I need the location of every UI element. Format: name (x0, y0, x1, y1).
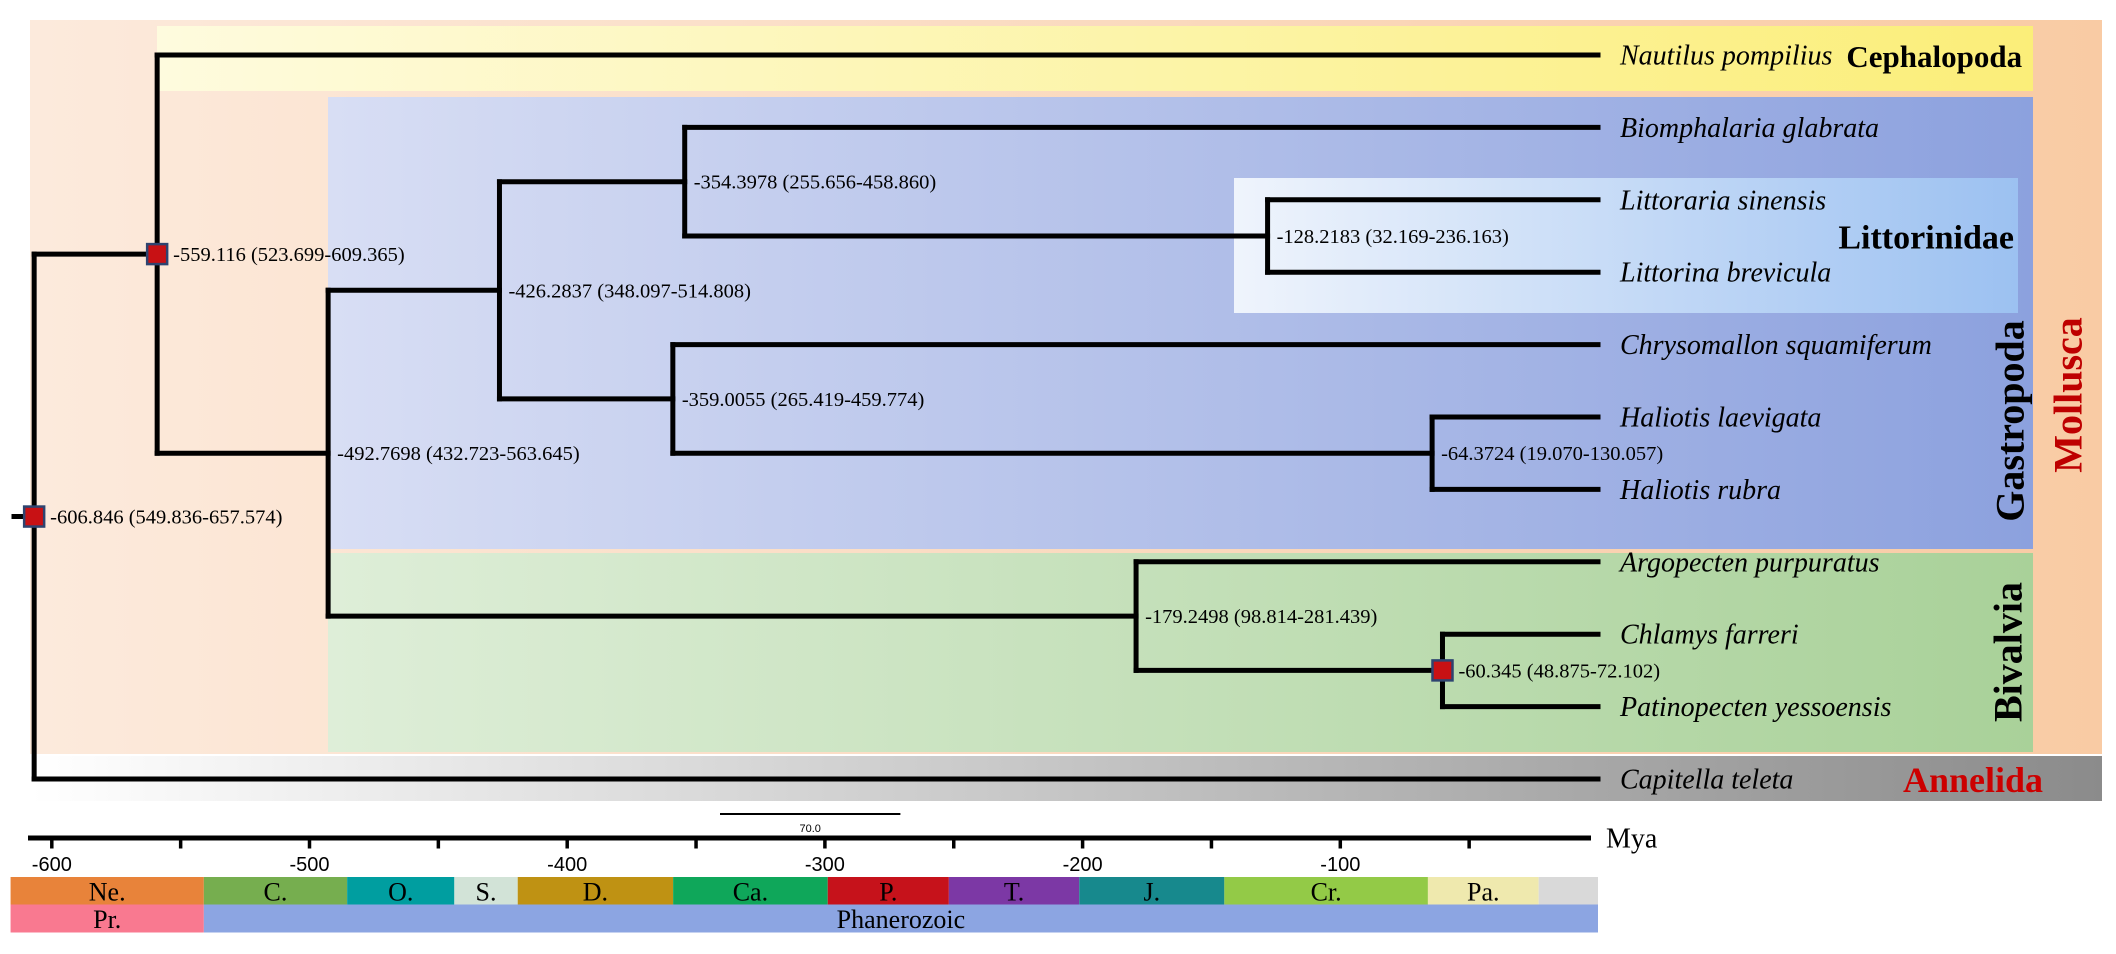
node-age-label: -60.345 (48.875-72.102) (1458, 660, 1660, 682)
calibration-node-marker (1431, 659, 1454, 682)
axis-tick-label: -100 (1320, 854, 1360, 876)
geo-period-band-pa (1427, 877, 1539, 905)
clade-label-gastropoda: Gastropoda (1988, 320, 2033, 522)
geo-period-band-c (203, 877, 348, 905)
geo-period-label: Ne. (89, 877, 126, 906)
clade-label-mollusca: Mollusca (2046, 317, 2091, 473)
node-age-label: -64.3724 (19.070-130.057) (1441, 443, 1663, 465)
geo-period-label: Cr. (1311, 877, 1342, 906)
tip-species-label: Biomphalaria glabrata (1620, 113, 1879, 144)
geo-period-label: D. (583, 877, 608, 906)
tip-species-label: Haliotis rubra (1619, 475, 1781, 506)
geo-period-band-j (1079, 877, 1225, 905)
scale-bar-label: 70.0 (799, 823, 820, 835)
tip-species-label: Chlamys farreri (1620, 620, 1799, 651)
clade-band-cephalopoda (157, 26, 2033, 91)
clade-band-bivalvia (328, 553, 2033, 752)
geo-timescale: Ne. C. O. S. D. Ca. P. T. J. Cr. Pa. Pr. Phanerozoic (10, 877, 1598, 934)
geo-period-band-ne (10, 877, 204, 905)
geo-era-band-phanerozoic (203, 904, 1598, 933)
geo-period-band-t (948, 877, 1080, 905)
clade-label-bivalvia: Bivalvia (1986, 582, 2031, 722)
clade-label-littorinidae: Littorinidae (1838, 220, 2014, 257)
node-age-label: -354.3978 (255.656-458.860) (694, 172, 937, 194)
node-age-label: -606.846 (549.836-657.574) (50, 507, 282, 529)
axis-tick-label: -600 (32, 854, 72, 876)
geo-period-band-o (347, 877, 455, 905)
tip-labels-layer: Nautilus pompilius Cephalopoda Biomphalari… (1618, 39, 2043, 801)
geo-period-band-s (454, 877, 518, 905)
axis-tick-label: -200 (1063, 854, 1103, 876)
node-labels-layer: -128.2183 (32.169-236.163) -354.3978 (255… (50, 172, 1663, 683)
tip-species-label: Argopecten purpuratus (1618, 547, 1880, 578)
tip-species-label: Littoraria sinensis (1619, 185, 1826, 216)
inline-clade-label-annelida: Annelida (1903, 760, 2043, 800)
tip-species-label: Chrysomallon squamiferum (1620, 330, 1932, 361)
geo-period-band-d (517, 877, 674, 905)
node-age-label: -128.2183 (32.169-236.163) (1277, 226, 1509, 248)
axis-tick-label: -400 (547, 854, 587, 876)
geo-period-band (1538, 877, 1598, 905)
geo-period-label: J. (1143, 877, 1160, 906)
axis-tick-label: -500 (289, 854, 329, 876)
geo-period-band-ca (673, 877, 828, 905)
geo-period-label: C. (264, 877, 288, 906)
axis-tick-label: -300 (805, 854, 845, 876)
geo-period-label: O. (388, 877, 413, 906)
tip-species-label: Littorina brevicula (1619, 258, 1831, 289)
clade-labels-layer: Mollusca Gastropoda Littorinidae Bivalvia (1838, 220, 2090, 723)
geo-period-label: P. (879, 877, 897, 906)
geo-era-label: Phanerozoic (837, 905, 966, 934)
geo-period-band-p (827, 877, 949, 905)
node-age-label: -179.2498 (98.814-281.439) (1145, 606, 1377, 628)
geo-era-band-pr (10, 904, 204, 933)
geo-era-label: Pr. (93, 905, 121, 934)
node-age-label: -492.7698 (432.723-563.645) (337, 443, 580, 465)
node-age-label: -426.2837 (348.097-514.808) (508, 280, 751, 302)
node-age-label: -559.116 (523.699-609.365) (173, 244, 405, 266)
geo-period-label: S. (476, 877, 497, 906)
tree-branches-layer (11, 52, 1601, 782)
tip-species-label: Haliotis laevigata (1619, 403, 1821, 434)
calibration-node-marker (22, 505, 46, 528)
clade-bands-layer (30, 20, 2102, 801)
tip-species-label: Nautilus pompilius Cephalopoda (1619, 39, 2023, 74)
geo-period-label: Pa. (1467, 877, 1500, 906)
geo-period-label: Ca. (733, 877, 768, 906)
node-age-label: -359.0055 (265.419-459.774) (682, 389, 925, 411)
axis-unit-label: Mya (1606, 824, 1658, 855)
calibration-node-marker (145, 242, 169, 266)
tip-species-label: Capitella teleta (1620, 765, 1793, 796)
geo-period-label: T. (1004, 877, 1024, 906)
calibration-markers-layer (22, 242, 1454, 682)
scale-bar: 70.0 (720, 813, 901, 835)
clade-band-gastropoda (328, 97, 2033, 549)
tip-species-label: Patinopecten yessoensis (1619, 692, 1891, 723)
inline-clade-label-cephalopoda: Cephalopoda (1846, 39, 2022, 74)
geo-period-band-cr (1224, 877, 1428, 905)
time-axis: -600 -500 -400 -300 -200 -100 Mya (28, 824, 1658, 876)
